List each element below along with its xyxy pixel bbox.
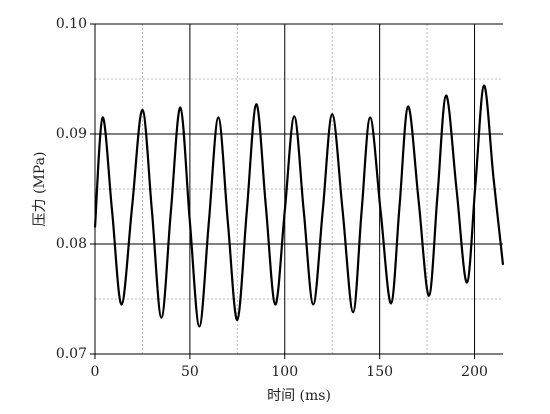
x-axis-label: 时间 (ms)	[267, 388, 331, 404]
y-tick-label: 0.08	[56, 236, 87, 252]
x-tick-label: 100	[271, 364, 298, 380]
x-tick-label: 150	[366, 364, 393, 380]
data-line	[93, 84, 505, 328]
x-tick-label: 50	[181, 364, 199, 380]
y-tick-label: 0.09	[56, 126, 87, 142]
x-tick-label: 0	[91, 364, 100, 380]
x-tick-label: 200	[461, 364, 488, 380]
y-tick-label: 0.10	[56, 16, 87, 32]
y-tick-label: 0.07	[56, 346, 87, 362]
y-axis-label: 压力 (MPa)	[32, 152, 48, 227]
